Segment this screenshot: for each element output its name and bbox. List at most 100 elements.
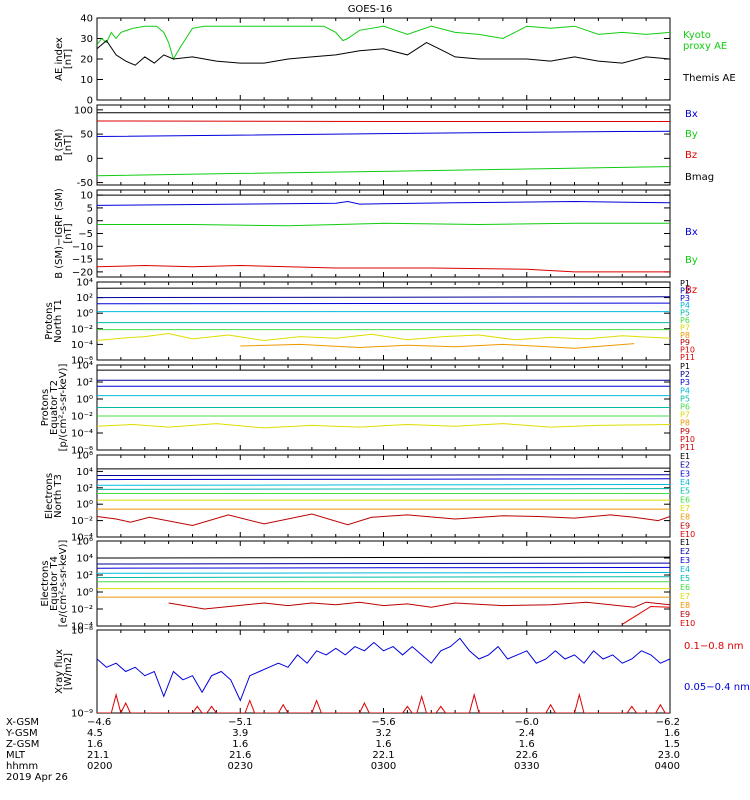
legend-entry: P4 — [680, 301, 690, 310]
y-axis-label: [e/(cm²-s-sr-keV)] — [58, 540, 69, 628]
y-tick-label: 100 — [74, 105, 93, 116]
series-line-e9 — [168, 601, 670, 610]
y-axis-label: [nT] — [63, 135, 74, 155]
legend-entry: P8 — [680, 419, 690, 428]
y-axis-label: AE index — [54, 37, 65, 81]
figure-title: GOES-16 — [348, 4, 393, 15]
footer-row-value: 21.1 — [87, 750, 109, 761]
legend-entry: Bx — [685, 109, 698, 120]
y-tick-label: 0 — [87, 154, 93, 165]
series-group — [97, 556, 670, 625]
panel-frame — [96, 629, 671, 714]
y-tick-label: 10⁻⁴ — [71, 533, 93, 544]
footer-row-value: 0230 — [228, 761, 253, 772]
series-group — [97, 194, 670, 273]
legend-entry: E1 — [680, 452, 690, 461]
series-line-e3 — [97, 478, 670, 481]
footer-row-value: −5.6 — [371, 717, 395, 728]
y-tick-label: 10⁻⁶ — [71, 356, 93, 367]
series-group — [97, 25, 670, 66]
y-tick-label: −15 — [72, 255, 93, 266]
y-tick-label: −5 — [78, 229, 93, 240]
y-tick-label: 0 — [87, 96, 93, 107]
legend-entry: Bx — [685, 227, 698, 238]
footer-row-value: −4.6 — [87, 717, 111, 728]
series-line-0-05-0-4-nm — [97, 637, 670, 702]
legend-entry: By — [685, 129, 698, 140]
y-tick-label: 10⁰ — [76, 588, 93, 599]
legend-entry: E9 — [680, 610, 690, 619]
y-tick-label: 10² — [76, 571, 93, 582]
y-axis-label: Equator T2 — [49, 380, 60, 435]
legend-entry: E1 — [680, 538, 690, 547]
legend-entry: P7 — [680, 411, 690, 420]
legend-entry: P6 — [680, 403, 690, 412]
series-group — [97, 112, 670, 177]
legend-entry: Bz — [685, 285, 697, 296]
y-tick-label: 30 — [80, 34, 93, 45]
y-tick-label: 10⁻⁴ — [71, 340, 93, 351]
y-axis-label: [nT] — [63, 49, 74, 69]
legend-entry: E4 — [680, 478, 690, 487]
panel-frame — [96, 189, 671, 278]
series-line-0-1-0-8-nm — [97, 692, 670, 713]
footer-row-value: 1.6 — [87, 739, 103, 750]
legend-entry: P3 — [680, 294, 690, 303]
footer-row-value: 21.6 — [229, 750, 251, 761]
footer-row-value: 23.0 — [658, 750, 680, 761]
legend-entry: 0.1−0.8 nm — [684, 641, 743, 652]
series-line-bz — [97, 120, 670, 122]
series-line-e3 — [97, 566, 670, 569]
y-tick-label: 10⁰ — [76, 309, 93, 320]
legend-entry: P2 — [680, 286, 690, 295]
series-line-e5 — [97, 488, 670, 490]
y-tick-label: 10⁴ — [76, 278, 93, 289]
footer-row-value: 0330 — [514, 761, 539, 772]
series-line-bz — [97, 264, 670, 273]
y-axis-label: B (SM) — [54, 128, 65, 161]
legend-entry: E6 — [680, 583, 690, 592]
legend-entry: P9 — [680, 338, 690, 347]
series-line-e2 — [97, 562, 670, 565]
legend-entry: E8 — [680, 513, 690, 522]
legend-entry: P7 — [680, 323, 690, 332]
legend-entry: Bmag — [685, 172, 714, 183]
legend-entry: P1 — [680, 279, 690, 288]
legend-entry: E8 — [680, 601, 690, 610]
footer-row-value: 1.6 — [519, 739, 535, 750]
y-tick-label: -50 — [77, 178, 93, 189]
y-tick-label: 10⁴ — [76, 467, 93, 478]
legend-entry: 0.05−0.4 nm — [684, 682, 750, 693]
footer-row-value: 1.6 — [376, 739, 392, 750]
y-tick-label: 10⁴ — [76, 554, 93, 565]
footer-row-value: 22.1 — [372, 750, 394, 761]
legend-entry: P5 — [680, 309, 690, 318]
legend-entry: P1 — [680, 362, 690, 371]
y-axis-label: [p/(cm²-s-sr-keV)] — [58, 364, 69, 452]
legend-entry: E7 — [680, 504, 690, 513]
legend-entry: P11 — [680, 353, 695, 362]
y-tick-label: 10⁻⁴ — [71, 429, 93, 440]
legend-entry: P3 — [680, 378, 690, 387]
panel-frame — [96, 540, 671, 627]
y-tick-label: 10² — [76, 378, 93, 389]
legend-entry: E9 — [680, 521, 690, 530]
legend-entry: E2 — [680, 461, 690, 470]
y-axis-label: North T1 — [53, 299, 64, 343]
legend-entry: P4 — [680, 386, 690, 395]
legend-entry: By — [685, 255, 698, 266]
series-line-p7 — [97, 423, 670, 429]
legend-entry: Themis AE — [682, 73, 736, 84]
footer-row-value: 3.2 — [376, 728, 392, 739]
legend-entry: E2 — [680, 547, 690, 556]
y-axis-label: Protons — [40, 389, 51, 426]
series-line-p8 — [240, 343, 635, 349]
y-tick-label: 10⁻⁸ — [71, 626, 93, 637]
footer-row-value: 4.5 — [87, 728, 103, 739]
y-tick-label: 10⁻² — [71, 412, 93, 423]
legend-entry: E5 — [680, 487, 690, 496]
footer-axis: X-GSM −4.6 −5.1 −5.6 −6.0 −6.2 Y-GSM 4.5 3.9 3.2 2… — [5, 717, 680, 783]
y-axis-label: Xray flux — [54, 649, 65, 694]
